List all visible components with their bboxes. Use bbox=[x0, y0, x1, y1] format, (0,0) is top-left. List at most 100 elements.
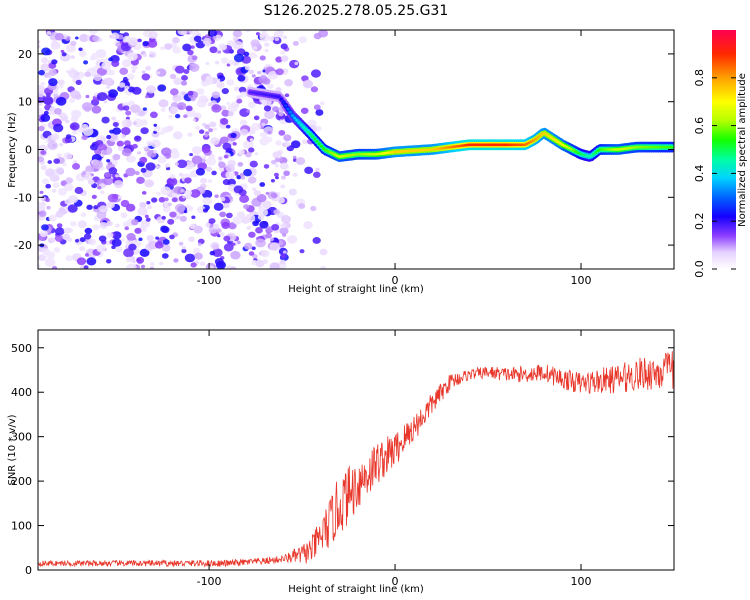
spectrogram-x-axis: -100 0 100 bbox=[197, 30, 592, 287]
spectrogram-noise-cell bbox=[111, 116, 117, 121]
spectrogram-noise-cell bbox=[118, 82, 126, 88]
spectrogram-noise-cell bbox=[274, 157, 280, 163]
spectrogram-noise-cell bbox=[70, 221, 77, 227]
spectrogram-ridge-core bbox=[507, 143, 511, 147]
spectrogram-noise-cell bbox=[243, 168, 252, 177]
spectrogram-noise-cell bbox=[244, 65, 251, 71]
spectrogram-noise-cell bbox=[161, 253, 169, 259]
spectrogram-ridge-core bbox=[654, 145, 658, 149]
spectrogram-noise-cell bbox=[189, 223, 196, 230]
spectrogram-noise-cell bbox=[284, 93, 290, 98]
spectrogram-ridge-core bbox=[609, 148, 614, 151]
spectrogram-noise-cell bbox=[240, 175, 246, 180]
spectrogram-noise-cell bbox=[174, 113, 181, 119]
spectrogram-ridge-core bbox=[661, 145, 665, 149]
spectrogram-noise-cell bbox=[92, 159, 104, 169]
spectrogram-noise-cell bbox=[269, 242, 281, 252]
spectrogram-noise-cell bbox=[122, 105, 130, 111]
spectrogram-noise-cell bbox=[274, 163, 280, 168]
spectrogram-noise-cell bbox=[161, 226, 170, 234]
spectrogram-noise-cell bbox=[208, 128, 214, 133]
spectrogram-noise-cell bbox=[82, 127, 94, 136]
colorbar-tick-label: 0.4 bbox=[693, 165, 706, 183]
spectrogram-noise-cell bbox=[280, 55, 289, 62]
spectrogram-ridge-core bbox=[368, 152, 373, 156]
spectrogram-ridge-core bbox=[509, 143, 513, 147]
spectrogram-ridge-core bbox=[364, 152, 368, 156]
chart-title: S126.2025.278.05.25.G31 bbox=[264, 3, 449, 19]
spectrogram-noise-cell bbox=[41, 224, 49, 231]
spectrogram-noise-cell bbox=[237, 74, 246, 82]
spectrogram-noise-cell bbox=[172, 131, 183, 140]
spectrogram-noise-cell bbox=[126, 73, 135, 80]
spectrogram-noise-cell bbox=[280, 253, 287, 259]
spectrogram-noise-cell bbox=[138, 237, 143, 241]
spectrogram-ridge-core bbox=[491, 143, 495, 147]
spectrogram-noise-cell bbox=[137, 38, 142, 43]
spectrogram-noise-cell bbox=[67, 204, 78, 213]
spectrogram-noise-cell bbox=[193, 247, 201, 254]
spectrogram-noise-cell bbox=[130, 64, 138, 71]
spectrogram-noise-cell bbox=[54, 227, 65, 236]
spectrogram-noise-cell bbox=[106, 232, 114, 239]
spectrogram-noise-cell bbox=[194, 252, 203, 260]
spectrogram-noise-cell bbox=[215, 228, 222, 234]
spectrogram-noise-cell bbox=[139, 156, 148, 164]
spectrogram-noise-cell bbox=[50, 41, 61, 50]
spectrogram-noise-cell bbox=[211, 91, 221, 99]
spectrogram-noise-cell bbox=[86, 204, 93, 210]
spectrogram-noise-cell bbox=[267, 70, 279, 80]
spectrogram-ridge-core bbox=[500, 143, 504, 147]
colorbar-ticks: 0.0 0.2 0.4 0.6 0.8 bbox=[693, 69, 736, 278]
spectrogram-ridge-core bbox=[493, 143, 498, 147]
spectrogram-noise-cell bbox=[280, 215, 291, 224]
snr-plot-area bbox=[38, 330, 674, 570]
spectrogram-ridge-core bbox=[293, 116, 297, 120]
spectrogram-noise-cell bbox=[287, 235, 298, 244]
snr-y-tick-label: 300 bbox=[11, 431, 32, 444]
spectrogram-ridge-core bbox=[505, 143, 509, 147]
spectrogram-ridge-core bbox=[607, 148, 611, 151]
spectrogram-noise-cell bbox=[191, 55, 198, 61]
spectrogram-noise-cell bbox=[80, 212, 87, 218]
spectrogram-noise-cell bbox=[51, 59, 58, 65]
snr-y-tick-label: 400 bbox=[11, 386, 32, 399]
spectrogram-noise-cell bbox=[202, 155, 207, 159]
spectrogram-noise-cell bbox=[53, 158, 60, 164]
spectrogram-noise-cell bbox=[131, 69, 136, 73]
spectrogram-noise-cell bbox=[204, 222, 211, 228]
spectrogram-noise-cell bbox=[219, 232, 225, 237]
spectrogram-noise-cell bbox=[70, 40, 77, 46]
spectrogram-noise-cell bbox=[265, 232, 273, 239]
spectrogram-y-label: Frequency (Hz) bbox=[7, 112, 18, 188]
spectrogram-noise-cell bbox=[115, 174, 119, 178]
spectrogram-noise-cell bbox=[273, 172, 279, 177]
spectrogram-noise-cell bbox=[283, 71, 287, 76]
spectrogram-ridge-core bbox=[362, 152, 366, 156]
spectrogram-noise-cell bbox=[149, 266, 154, 269]
spectrogram-noise-cell bbox=[248, 231, 256, 238]
spectrogram-noise-cell bbox=[261, 200, 272, 209]
spectrogram-noise-cell bbox=[81, 102, 93, 111]
spectrogram-noise-cell bbox=[133, 121, 137, 125]
spectrogram-noise-cell bbox=[165, 166, 171, 171]
spectrogram-noise-cell bbox=[177, 30, 188, 36]
spectrogram-noise-cell bbox=[166, 177, 178, 187]
spectrogram-noise-cell bbox=[74, 71, 80, 77]
spectrogram-noise-cell bbox=[292, 155, 297, 159]
spectrogram-noise-cell bbox=[218, 43, 228, 51]
spectrogram-noise-cell bbox=[45, 198, 51, 203]
spectrogram-noise-cell bbox=[208, 218, 216, 224]
spectrogram-ridge-core bbox=[665, 145, 669, 149]
spectrogram-noise-cell bbox=[157, 155, 167, 164]
spectrogram-noise-cell bbox=[278, 111, 284, 117]
spectrogram-noise-cell bbox=[176, 159, 188, 169]
spectrogram-noise-cell bbox=[125, 167, 136, 177]
spectrogram-noise-cell bbox=[65, 44, 76, 53]
spectrogram-noise-cell bbox=[112, 153, 121, 161]
colorbar-label: Normalized spectral amplitude bbox=[737, 73, 748, 227]
spectrogram-noise-cell bbox=[103, 77, 114, 86]
colorbar-tick-label: 0.2 bbox=[693, 212, 706, 230]
spectrogram-noise-cell bbox=[195, 40, 206, 49]
spectrogram-noise-cell bbox=[71, 109, 82, 119]
